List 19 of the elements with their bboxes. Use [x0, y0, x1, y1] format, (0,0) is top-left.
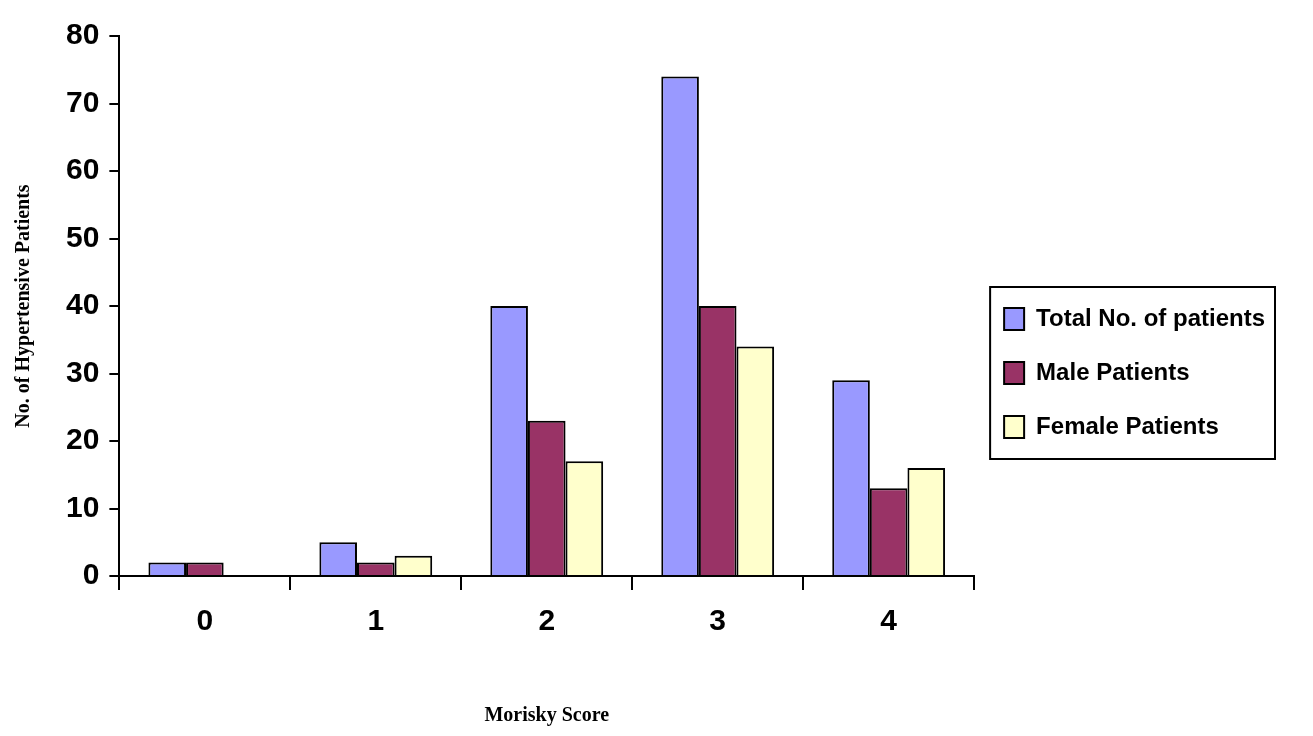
y-tick-label: 30	[65, 354, 100, 388]
x-tick-label: 1	[367, 603, 385, 637]
y-tick-label: 70	[65, 84, 100, 118]
y-tick-label: 80	[65, 17, 100, 51]
x-tick-label: 0	[196, 603, 214, 637]
x-tick-label: 3	[709, 603, 727, 637]
legend-label: Female Patients	[1036, 411, 1219, 439]
y-tick-label: 40	[65, 287, 100, 321]
x-tick-label: 4	[880, 603, 898, 637]
legend-label: Total No. of patients	[1036, 303, 1266, 331]
y-tick-label: 0	[82, 557, 100, 591]
y-tick-label: 20	[65, 422, 100, 456]
x-axis-title: Morisky Score	[484, 703, 610, 727]
y-axis-title: No. of Hypertensive Patients	[11, 184, 35, 428]
y-tick-label: 50	[65, 219, 100, 253]
y-tick-label: 60	[65, 152, 100, 186]
x-tick-label: 2	[538, 603, 556, 637]
legend-label: Male Patients	[1036, 357, 1190, 385]
y-tick-label: 10	[65, 489, 100, 523]
